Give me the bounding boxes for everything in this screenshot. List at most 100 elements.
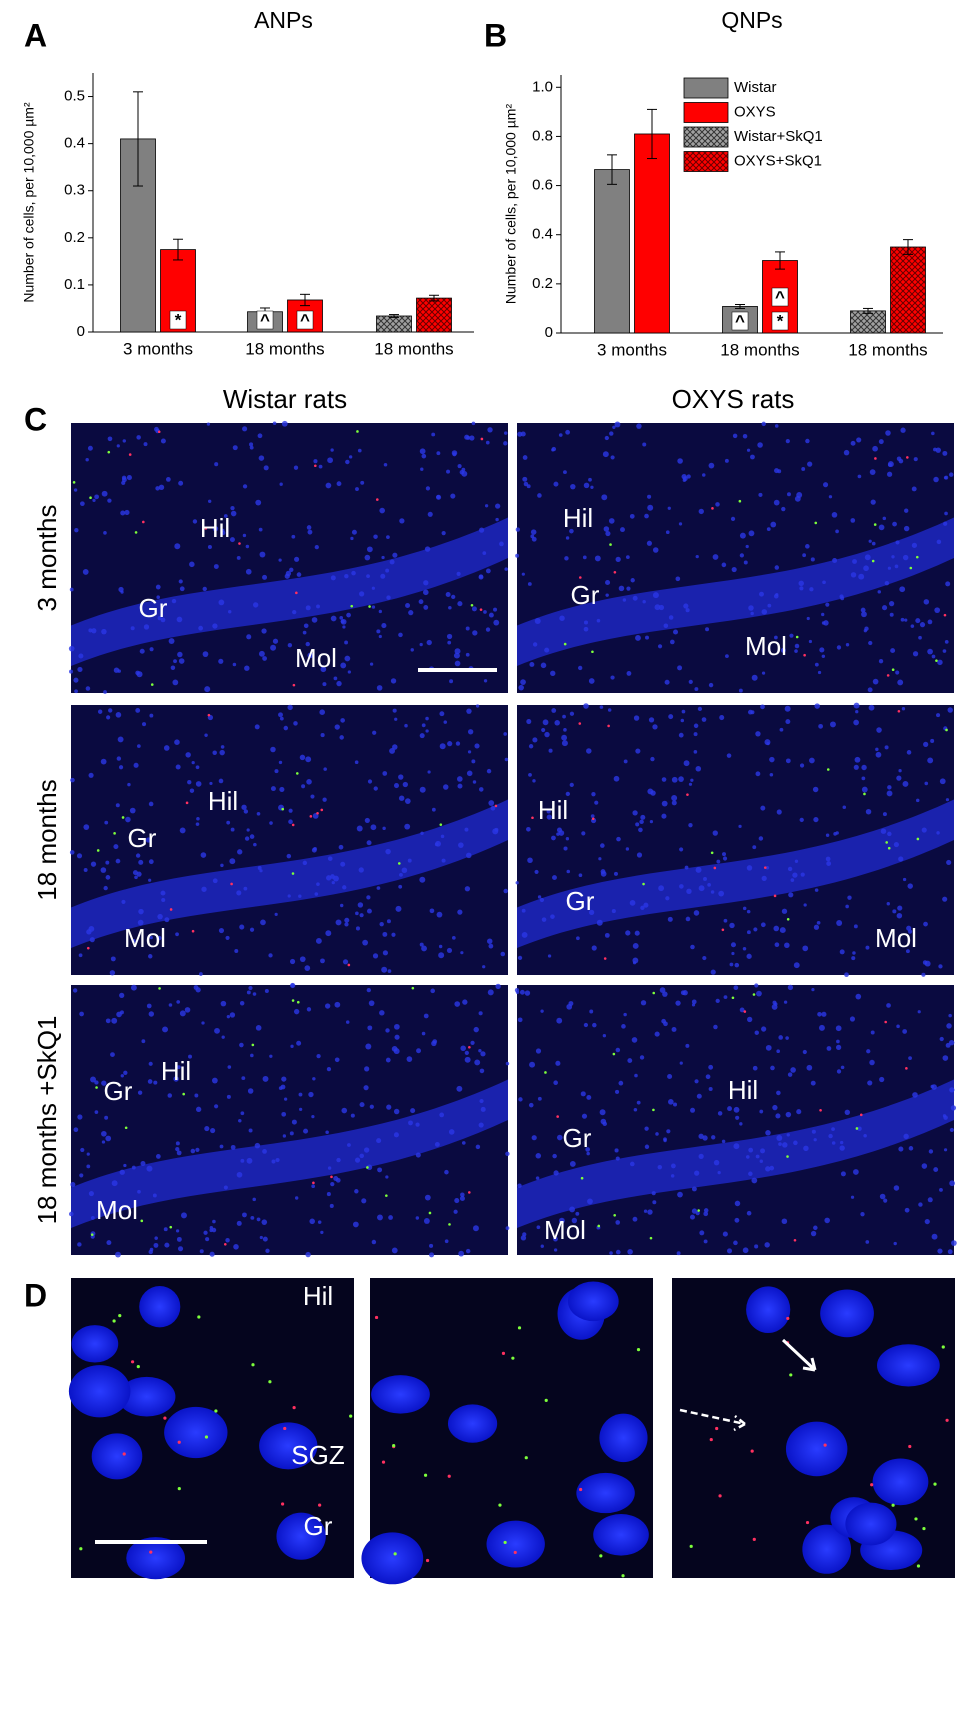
nucleus	[325, 930, 332, 937]
nucleus	[794, 649, 798, 653]
nucleus	[167, 1093, 173, 1098]
nucleus	[479, 1068, 485, 1074]
nucleus	[379, 1010, 385, 1016]
nucleus	[900, 617, 905, 622]
nucleus	[90, 1076, 97, 1083]
granular-layer	[517, 799, 954, 948]
nucleus	[832, 557, 838, 563]
nucleus	[765, 1130, 771, 1136]
nucleus	[213, 564, 219, 570]
nucleus	[521, 908, 526, 913]
nucleus	[887, 566, 892, 570]
marker-dot	[905, 1067, 908, 1070]
nucleus	[438, 952, 445, 959]
nucleus	[636, 852, 643, 858]
nucleus	[68, 1365, 131, 1418]
nucleus	[367, 1025, 373, 1031]
nucleus	[340, 903, 344, 908]
nucleus	[705, 627, 710, 632]
nucleus	[421, 945, 427, 952]
nucleus	[220, 745, 225, 749]
marker-dot	[591, 817, 595, 821]
nucleus	[305, 641, 310, 647]
nucleus	[690, 778, 694, 782]
nucleus	[464, 827, 469, 832]
significance-sign: ^	[300, 310, 310, 329]
nucleus	[139, 648, 145, 654]
nucleus	[155, 1154, 161, 1159]
nucleus	[806, 616, 810, 621]
nucleus	[447, 1404, 498, 1443]
marker-dot	[915, 555, 919, 559]
nucleus	[103, 690, 107, 694]
nucleus	[157, 616, 162, 621]
marker-dot	[113, 832, 116, 835]
nucleus	[355, 911, 359, 916]
nucleus	[853, 719, 859, 726]
nucleus	[650, 790, 656, 796]
nucleus	[344, 922, 349, 927]
nucleus	[262, 1149, 267, 1154]
nucleus	[810, 1080, 816, 1086]
nucleus	[259, 1422, 318, 1470]
nucleus	[850, 440, 856, 446]
nucleus	[698, 1153, 704, 1160]
nucleus	[868, 704, 875, 711]
nucleus	[904, 508, 909, 513]
nucleus	[230, 510, 237, 517]
marker-dot	[448, 1223, 451, 1226]
nucleus	[486, 1520, 545, 1568]
marker-dot	[511, 1356, 515, 1360]
nucleus	[748, 1171, 753, 1177]
nucleus	[469, 435, 475, 441]
marker-dot	[182, 1092, 185, 1096]
nucleus	[942, 450, 948, 456]
nucleus	[415, 1216, 420, 1220]
marker-dot	[885, 841, 888, 844]
nucleus	[948, 1039, 955, 1046]
nucleus	[816, 920, 821, 925]
nucleus	[486, 768, 492, 774]
nucleus	[748, 605, 754, 611]
nucleus	[344, 655, 351, 662]
nucleus	[565, 429, 571, 435]
error-bar	[389, 314, 399, 318]
nucleus	[91, 1433, 143, 1480]
nucleus	[156, 595, 160, 599]
nucleus	[386, 919, 391, 924]
nucleus	[89, 937, 95, 943]
nucleus	[625, 930, 631, 936]
nucleus	[724, 458, 729, 463]
nucleus	[290, 982, 296, 989]
error-bar	[300, 293, 310, 307]
marker-dot	[374, 1315, 379, 1320]
nucleus	[281, 1111, 287, 1117]
nucleus	[137, 1090, 143, 1095]
nucleus	[308, 1091, 314, 1098]
nucleus	[565, 536, 570, 540]
nucleus	[819, 647, 825, 653]
nucleus	[901, 707, 906, 711]
marker-dot	[544, 1071, 547, 1074]
nucleus	[453, 652, 460, 659]
nucleus	[313, 459, 318, 464]
nucleus	[746, 930, 751, 935]
nucleus	[372, 953, 379, 959]
nucleus	[218, 658, 224, 664]
marker-dot	[711, 507, 714, 510]
nucleus	[209, 781, 213, 786]
nucleus	[776, 1135, 783, 1141]
nucleus	[735, 1115, 740, 1120]
nucleus	[270, 786, 276, 792]
nucleus	[116, 756, 122, 761]
nucleus	[576, 936, 580, 941]
nucleus	[214, 1104, 219, 1109]
nucleus	[679, 884, 684, 889]
nucleus	[758, 492, 763, 497]
nucleus	[774, 635, 778, 640]
nucleus	[754, 1030, 759, 1035]
nucleus	[836, 1069, 842, 1074]
nucleus	[607, 708, 612, 712]
nucleus	[148, 1011, 155, 1017]
nucleus	[137, 919, 144, 926]
